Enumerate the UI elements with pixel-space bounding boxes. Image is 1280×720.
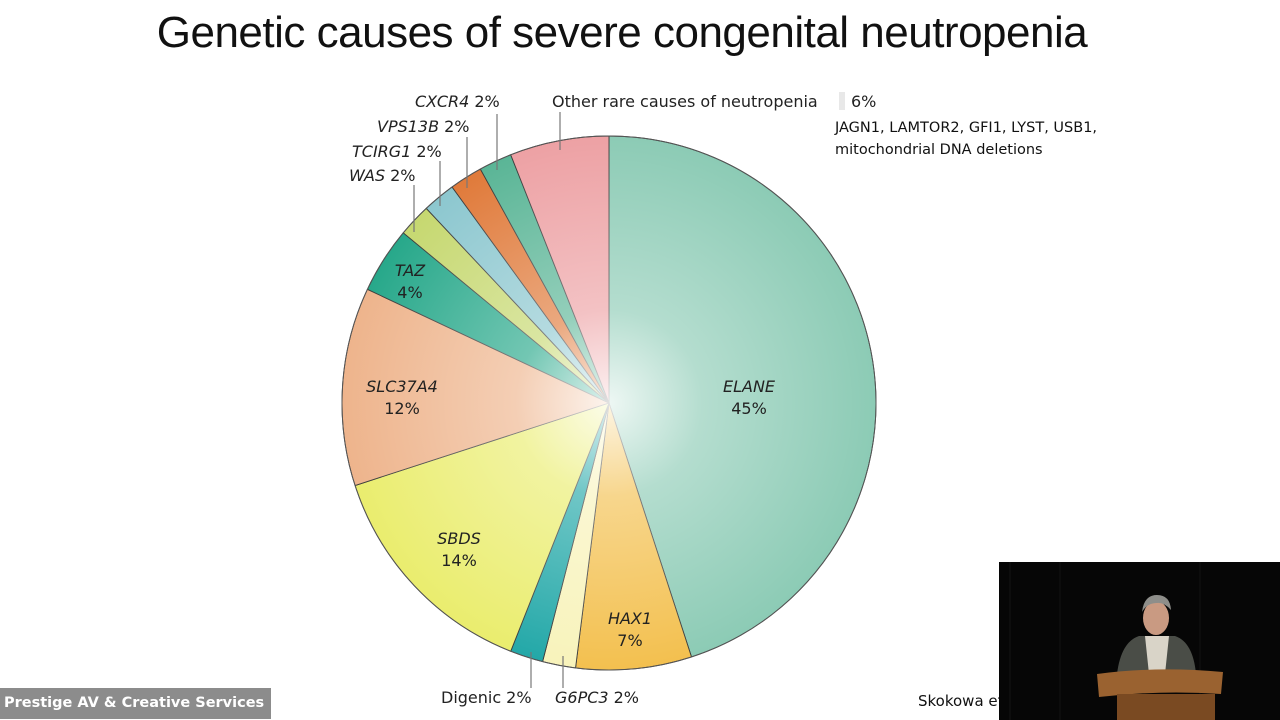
svg-text:SBDS: SBDS [437, 529, 481, 548]
annotation-line-1: JAGN1, LAMTOR2, GFI1, LYST, USB1, [835, 120, 1098, 136]
broadcaster-credit: Prestige AV & Creative Services [0, 688, 272, 719]
slice-label-hax1: HAX1 7% [608, 609, 652, 650]
svg-text:45%: 45% [731, 399, 767, 418]
slice-label-cxcr4: CXCR4 2% [415, 92, 500, 111]
svg-text:4%: 4% [397, 283, 422, 302]
svg-text:7%: 7% [617, 631, 642, 650]
annotation-line-2: mitochondrial DNA deletions [835, 142, 1043, 158]
slice-label-tcirg1: TCIRG1 2% [352, 142, 442, 161]
speaker-at-podium-icon [999, 562, 1280, 720]
slice-label-slc37a4: SLC37A4 12% [366, 377, 438, 418]
svg-text:ELANE: ELANE [723, 377, 776, 396]
slice-label-elane: ELANE 45% [723, 377, 776, 418]
svg-text:TAZ: TAZ [395, 261, 426, 280]
svg-text:HAX1: HAX1 [608, 609, 652, 628]
slide-title: Genetic causes of severe congenital neut… [156, 8, 1088, 57]
slice-label-sbds: SBDS 14% [437, 529, 481, 570]
slice-label-was: WAS 2% [349, 166, 416, 185]
slice-label-digenic: Digenic 2% [441, 688, 532, 707]
citation: Skokowa et [918, 692, 1004, 710]
pie-outline [341, 135, 877, 671]
pie-sheen [342, 136, 876, 670]
slice-label-other: Other rare causes of neutropenia 6% [552, 92, 876, 111]
slice-label-taz: TAZ 4% [395, 261, 426, 302]
svg-text:12%: 12% [384, 399, 420, 418]
svg-text:SLC37A4: SLC37A4 [366, 377, 438, 396]
other-causes-annotation: JAGN1, LAMTOR2, GFI1, LYST, USB1, mitoch… [835, 117, 1097, 161]
svg-text:6%: 6% [851, 92, 876, 111]
leader-lines [413, 112, 564, 688]
slice-label-vps13b: VPS13B 2% [377, 117, 469, 136]
svg-text:14%: 14% [441, 551, 477, 570]
speaker-video-inset [999, 562, 1280, 720]
svg-text:Other rare causes of neutropen: Other rare causes of neutropenia [552, 92, 818, 111]
slice-label-g6pc3: G6PC3 2% [555, 688, 639, 707]
